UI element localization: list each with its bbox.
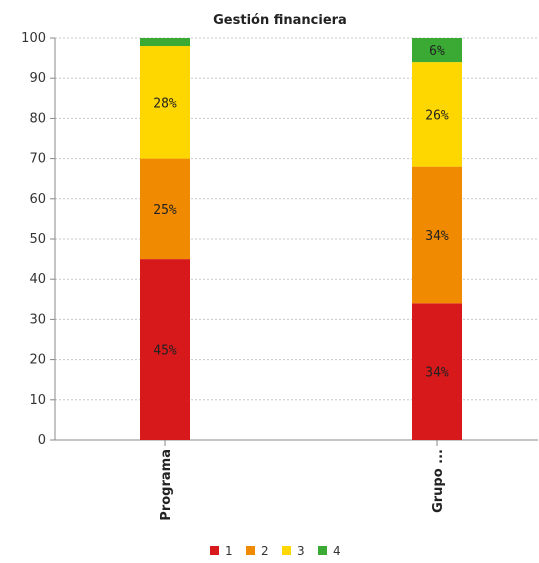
legend: 1 2 3 4 <box>210 544 341 558</box>
bar-segment-1-4 <box>140 38 190 47</box>
y-tick-label-50: 50 <box>29 232 46 247</box>
bar-segment-1-2 <box>140 158 190 260</box>
legend-swatch-4 <box>318 546 327 555</box>
legend-label-1: 1 <box>225 544 233 558</box>
y-tick-label-80: 80 <box>29 111 46 126</box>
category-labels: Programa Grupo ... <box>159 449 446 521</box>
data-label-2-2: 34% <box>425 229 449 244</box>
y-tick-label-40: 40 <box>29 272 46 287</box>
y-tick-label-20: 20 <box>29 353 46 368</box>
legend-swatch-3 <box>282 546 291 555</box>
grid-lines <box>55 37 538 401</box>
y-tick-label-10: 10 <box>29 393 46 408</box>
data-labels: 45% 25% 28% 34% 34% 26% 6% <box>153 44 449 381</box>
category-label-1: Programa <box>159 449 174 521</box>
chart-title: Gestión financiera <box>213 13 347 28</box>
data-label-1-3: 28% <box>153 96 177 111</box>
bar-segment-1-1 <box>140 259 190 440</box>
legend-label-3: 3 <box>297 544 305 558</box>
y-tick-label-60: 60 <box>29 192 46 207</box>
data-label-2-3: 26% <box>425 108 449 123</box>
data-label-1-1: 45% <box>153 344 177 359</box>
y-tick-label-70: 70 <box>29 152 46 167</box>
data-label-2-4: 6% <box>429 44 445 59</box>
bar-segment-2-1 <box>412 303 462 440</box>
data-label-1-2: 25% <box>153 203 177 218</box>
y-tick-label-0: 0 <box>38 433 46 448</box>
legend-swatch-1 <box>210 546 219 555</box>
y-tick-label-100: 100 <box>21 31 46 46</box>
bar-segment-2-4 <box>412 38 462 63</box>
legend-label-2: 2 <box>261 544 269 558</box>
legend-label-4: 4 <box>333 544 341 558</box>
legend-swatch-2 <box>246 546 255 555</box>
bar-segment-2-2 <box>412 166 462 304</box>
data-label-2-1: 34% <box>425 366 449 381</box>
y-tick-label-90: 90 <box>29 71 46 86</box>
bar-segment-2-3 <box>412 62 462 167</box>
y-tick-label-30: 30 <box>29 312 46 327</box>
bar-segment-1-3 <box>140 46 190 159</box>
bars <box>140 38 462 440</box>
category-label-2: Grupo ... <box>431 449 446 513</box>
